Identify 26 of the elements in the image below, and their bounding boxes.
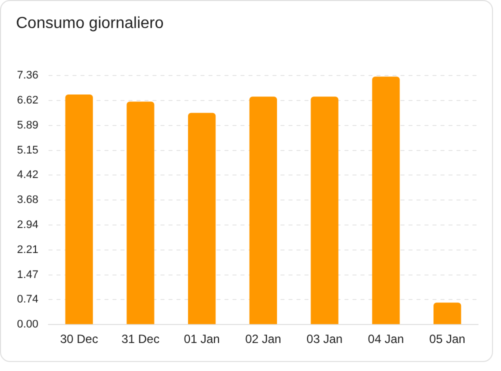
bar [126, 102, 154, 324]
bar [65, 94, 93, 324]
bar [249, 96, 278, 324]
y-tick-label: 2.21 [16, 244, 38, 256]
x-tick-label: 02 Jan [245, 332, 282, 346]
bar [372, 76, 400, 324]
chart-title: Consumo giornaliero [16, 15, 164, 33]
bar [310, 96, 338, 324]
x-tick-label: 03 Jan [306, 332, 343, 346]
y-tick-label: 4.42 [16, 169, 38, 182]
y-tick-label: 2.94 [16, 219, 38, 232]
bar [434, 302, 462, 324]
y-tick-label: 6.62 [16, 94, 38, 107]
x-tick-label: 01 Jan [184, 332, 220, 346]
x-tick-label: 04 Jan [368, 332, 404, 346]
y-tick-label: 0.00 [16, 318, 38, 331]
y-tick-label: 3.68 [16, 194, 38, 206]
y-tick-label: 0.74 [16, 294, 38, 306]
y-tick-label: 1.47 [16, 268, 38, 281]
y-tick-label: 5.15 [16, 144, 38, 156]
y-tick-label: 5.89 [16, 119, 38, 132]
x-tick-label: 05 Jan [429, 332, 466, 346]
y-tick-label: 7.36 [16, 70, 38, 82]
x-tick-label: 31 Dec [121, 332, 160, 346]
bar [188, 112, 216, 324]
x-tick-label: 30 Dec [60, 332, 98, 346]
